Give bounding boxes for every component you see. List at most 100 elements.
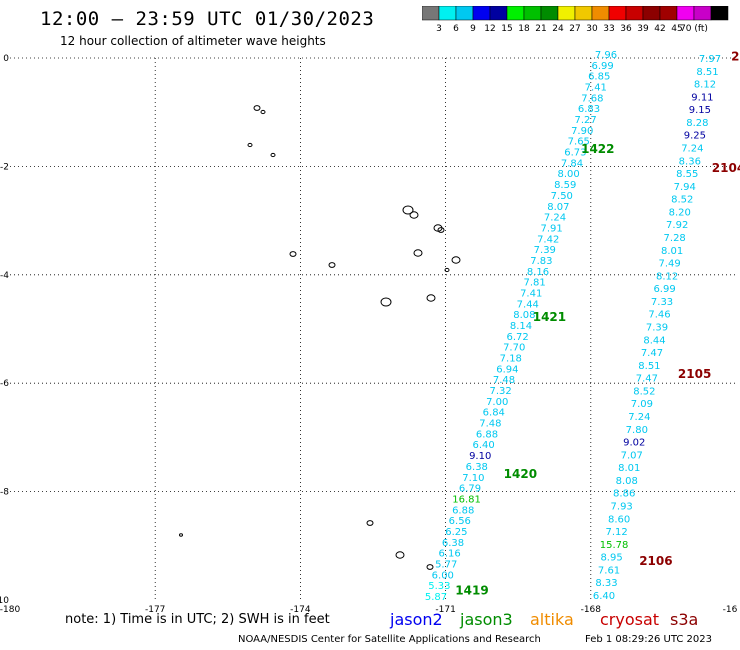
track-a-value: 8.59 — [554, 180, 576, 191]
island-outline — [413, 249, 423, 257]
color-swatch — [489, 6, 508, 21]
color-swatch — [574, 6, 593, 21]
island-outline — [451, 256, 461, 264]
track-b-value: 9.11 — [691, 92, 713, 103]
track-a-value: 7.27 — [574, 115, 596, 126]
track-a-value: 7.81 — [523, 278, 545, 289]
track-a-value: 5.87 — [425, 592, 447, 603]
color-scale-label: 12 — [484, 24, 495, 34]
track-b-value: 7.33 — [651, 297, 673, 308]
color-swatch — [608, 6, 627, 21]
track-b-value: 7.39 — [646, 323, 668, 334]
page-subtitle: 12 hour collection of altimeter wave hei… — [60, 34, 326, 48]
track-a-value: 6.00 — [432, 570, 454, 581]
pass-label: 1419 — [455, 584, 488, 598]
track-b-value: 8.44 — [643, 335, 665, 346]
track-a-value: 7.48 — [479, 419, 501, 430]
track-b-value: 7.46 — [648, 310, 670, 321]
units-note: note: 1) Time is in UTC; 2) SWH is in fe… — [65, 612, 330, 627]
track-b-value: 8.01 — [618, 463, 640, 474]
track-b-value: 8.12 — [656, 271, 678, 282]
track-a-value: 6.94 — [496, 364, 518, 375]
track-a-value: 7.48 — [493, 375, 515, 386]
track-a-value: 7.32 — [489, 386, 511, 397]
track-b-value: 8.95 — [600, 553, 622, 564]
track-a-value: 7.10 — [462, 473, 484, 484]
x-tick-label: -171 — [435, 605, 455, 615]
track-b-value: 8.08 — [616, 476, 638, 487]
track-a-value: 7.41 — [520, 288, 542, 299]
color-scale-label: 30 — [586, 24, 598, 34]
color-scale-label: 42 — [654, 24, 665, 34]
track-b-value: 8.52 — [671, 195, 693, 206]
island-outline — [328, 262, 336, 268]
satellite-cryosat-label: cryosat — [600, 610, 660, 629]
track-a-value: 7.96 — [595, 50, 617, 61]
track-a-value: 7.44 — [517, 299, 539, 310]
island-outline — [380, 297, 392, 307]
color-scale-label: 27 — [569, 24, 580, 34]
color-swatch — [591, 6, 610, 21]
track-a-value: 6.84 — [483, 408, 505, 419]
color-swatch — [506, 6, 525, 21]
track-b-value: 7.93 — [611, 502, 633, 513]
pass-label: 2104 — [712, 161, 740, 175]
pass-label: 1422 — [581, 142, 614, 156]
track-b-value: 7.47 — [636, 374, 658, 385]
island-outline — [260, 109, 266, 115]
y-tick-label: -4 — [0, 271, 9, 281]
x-tick-label: -168 — [581, 605, 602, 615]
track-b-value: 9.25 — [684, 131, 706, 142]
island-outline — [437, 227, 445, 233]
x-tick-label: -180 — [0, 605, 20, 615]
pass-label: 1421 — [533, 310, 566, 324]
track-a-value: 6.38 — [466, 462, 488, 473]
track-b-value: 6.40 — [593, 591, 615, 602]
track-b-value: 8.60 — [608, 514, 630, 525]
track-a-value: 9.10 — [469, 451, 491, 462]
credit-text: NOAA/NESDIS Center for Satellite Applica… — [238, 634, 541, 645]
island-outline — [444, 267, 450, 273]
island-outline — [426, 294, 436, 302]
y-tick-label: -6 — [0, 379, 9, 389]
color-swatch — [659, 6, 678, 21]
track-a-value: 7.90 — [571, 126, 593, 137]
track-a-value: 7.65 — [568, 137, 590, 148]
color-swatch — [438, 6, 457, 21]
track-a-value: 7.70 — [503, 343, 525, 354]
track-a-value: 6.73 — [564, 148, 586, 159]
track-a-value: 7.50 — [551, 191, 573, 202]
color-swatch — [455, 6, 474, 21]
track-b-value: 7.24 — [681, 144, 703, 155]
color-swatch — [472, 6, 491, 21]
y-tick-label: -2 — [0, 162, 9, 172]
color-scale-label: 45 — [671, 24, 682, 34]
color-swatch — [540, 6, 559, 21]
y-tick-label: -8 — [0, 488, 9, 498]
track-b-value: 7.92 — [666, 220, 688, 231]
track-a-value: 7.24 — [544, 213, 566, 224]
color-scale-label: 36 — [620, 24, 632, 34]
track-a-value: 7.91 — [540, 223, 562, 234]
island-outline — [426, 564, 434, 570]
pass-label: 2 — [731, 50, 739, 64]
color-scale-label: 33 — [603, 24, 614, 34]
track-a-value: 7.41 — [585, 83, 607, 94]
track-a-value: 7.42 — [537, 234, 559, 245]
track-b-value: 7.09 — [631, 399, 653, 410]
track-a-value: 8.07 — [547, 202, 569, 213]
y-tick-label: -10 — [0, 596, 9, 606]
satellite-altika-label: altika — [530, 610, 574, 629]
track-b-value: 7.12 — [605, 527, 627, 538]
island-outline — [366, 520, 374, 526]
track-a-value: 6.72 — [506, 332, 528, 343]
track-a-value: 8.14 — [510, 321, 532, 332]
track-b-value: 7.94 — [674, 182, 696, 193]
track-a-value: 6.56 — [449, 516, 471, 527]
track-b-value: 8.20 — [669, 207, 691, 218]
color-scale-label: 15 — [501, 24, 512, 34]
island-outline — [253, 105, 261, 111]
color-swatch — [422, 6, 440, 21]
